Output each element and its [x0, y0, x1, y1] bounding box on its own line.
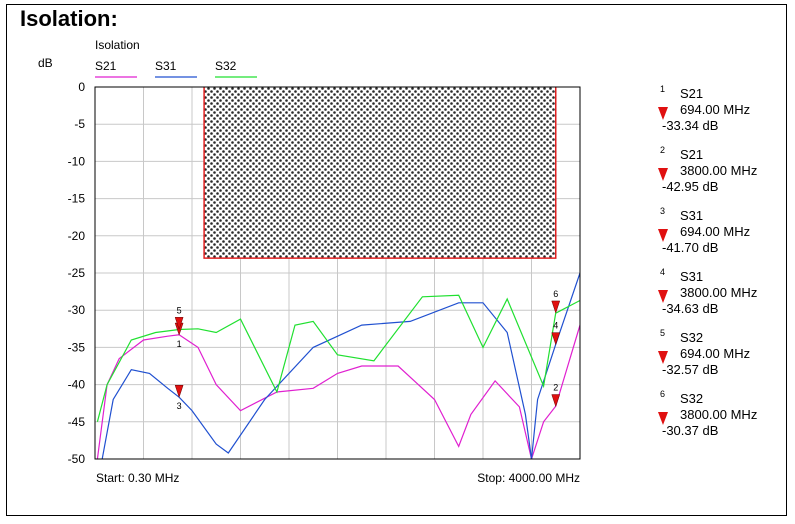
marker-readout-list: 1 S21 694.00 MHz -33.34 dB 2 S21 3800.00 MHz -4…	[655, 84, 785, 450]
plot-area-border	[94, 86, 581, 460]
marker-6-label: 6	[553, 289, 558, 299]
marker-4-triangle	[551, 332, 561, 346]
series-line-s32	[96, 294, 580, 422]
x-start-label: Start: 0.30 MHz	[96, 471, 179, 485]
marker-readout-3: 3 S31 694.00 MHz -41.70 dB	[655, 206, 785, 267]
y-tick-label: -10	[68, 154, 86, 168]
legend-label-s21: S21	[95, 59, 117, 73]
marker-readout-number: 4	[660, 267, 666, 277]
marker-readout-frequency: 3800.00 MHz	[680, 285, 758, 300]
marker-readout-series: S31	[680, 269, 704, 284]
marker-3-label: 3	[177, 401, 182, 411]
isolation-chart: Isolation dB S21 S31 S32 0 -5 -10 -15 -20 -25 -3…	[38, 38, 581, 485]
marker-readout-5: 5 S32 694.00 MHz -32.57 dB	[655, 328, 785, 389]
y-tick-label: -40	[68, 378, 86, 392]
legend-label-s31: S31	[155, 59, 177, 73]
marker-readout-number: 3	[660, 206, 666, 216]
marker-readout-number: 2	[660, 145, 666, 155]
marker-readout-frequency: 694.00 MHz	[680, 224, 751, 239]
marker-readout-frequency: 3800.00 MHz	[680, 163, 758, 178]
marker-readout-series: S21	[680, 147, 704, 162]
series-line-s31	[101, 272, 580, 459]
marker-readout-number: 5	[660, 328, 666, 338]
legend-title: Isolation	[95, 38, 140, 52]
y-tick-label: -25	[68, 266, 86, 280]
marker-readout-frequency: 3800.00 MHz	[680, 407, 758, 422]
marker-2-triangle	[551, 394, 561, 408]
legend-label-s32: S32	[215, 59, 237, 73]
marker-readout-series: S32	[680, 391, 704, 406]
marker-readout-value: -32.57 dB	[662, 362, 719, 377]
marker-6-triangle	[551, 300, 561, 314]
y-tick-label: -45	[68, 415, 86, 429]
marker-triangle-icon	[658, 107, 668, 120]
marker-2-label: 2	[553, 383, 558, 393]
marker-readout-value: -42.95 dB	[662, 179, 719, 194]
marker-triangle-icon	[658, 168, 668, 181]
marker-readout-number: 6	[660, 389, 666, 399]
marker-readout-value: -41.70 dB	[662, 240, 719, 255]
y-tick-label: -30	[68, 303, 86, 317]
marker-5-label: 5	[177, 305, 182, 315]
marker-readout-number: 1	[660, 84, 666, 94]
y-tick-label: -50	[68, 452, 86, 466]
marker-4-label: 4	[553, 321, 558, 331]
marker-readout-6: 6 S32 3800.00 MHz -30.37 dB	[655, 389, 785, 450]
marker-3-triangle	[174, 384, 184, 399]
marker-1-label: 1	[177, 339, 182, 349]
marker-triangle-icon	[658, 351, 668, 364]
marker-readout-value: -33.34 dB	[662, 118, 719, 133]
y-tick-label: -35	[68, 340, 86, 354]
y-tick-label: -20	[68, 229, 86, 243]
y-axis-label: dB	[38, 56, 53, 70]
y-tick-label: -5	[74, 117, 85, 131]
y-tick-label: -15	[68, 192, 86, 206]
x-stop-label: Stop: 4000.00 MHz	[477, 471, 580, 485]
marker-readout-value: -34.63 dB	[662, 301, 719, 316]
marker-readout-2: 2 S21 3800.00 MHz -42.95 dB	[655, 145, 785, 206]
limit-mask-line	[203, 87, 557, 259]
series-line-s21	[96, 324, 580, 459]
marker-triangle-icon	[658, 229, 668, 242]
marker-readout-4: 4 S31 3800.00 MHz -34.63 dB	[655, 267, 785, 328]
marker-readout-frequency: 694.00 MHz	[680, 102, 751, 117]
marker-readout-series: S21	[680, 86, 704, 101]
page-title: Isolation:	[20, 6, 118, 31]
marker-readout-value: -30.37 dB	[662, 423, 719, 438]
limit-mask-region	[204, 87, 556, 259]
marker-triangle-icon	[658, 412, 668, 425]
marker-readout-series: S31	[680, 208, 704, 223]
marker-readout-1: 1 S21 694.00 MHz -33.34 dB	[655, 84, 785, 145]
marker-readout-series: S32	[680, 330, 704, 345]
marker-readout-frequency: 694.00 MHz	[680, 346, 751, 361]
marker-5-triangle	[174, 317, 184, 331]
marker-triangle-icon	[658, 290, 668, 303]
y-tick-label: 0	[78, 80, 85, 94]
